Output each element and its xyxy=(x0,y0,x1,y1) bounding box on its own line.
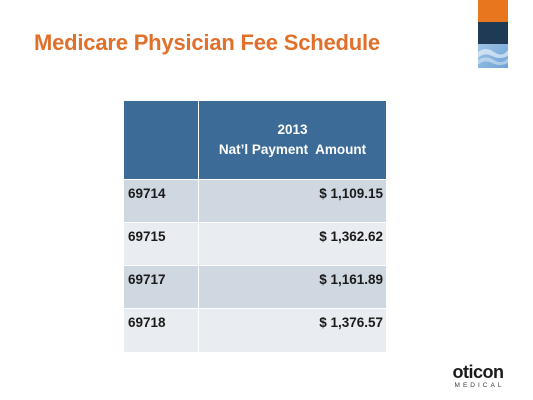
table-row: 69717 $ 1,161.89 xyxy=(124,265,386,309)
slide-title: Medicare Physician Fee Schedule xyxy=(34,30,380,55)
amount-column-header: 2013 Nat’l Payment Amount xyxy=(198,101,386,180)
table-header-row: 2013 Nat’l Payment Amount xyxy=(124,101,386,180)
cpt-code-cell: 69717 xyxy=(124,265,199,309)
navy-block xyxy=(478,22,508,44)
fee-schedule-table: 2013 Nat’l Payment Amount 69714 $ 1,109.… xyxy=(124,101,386,352)
amount-header-year: 2013 xyxy=(277,122,308,137)
amount-header-label: Nat’l Payment Amount xyxy=(218,142,367,157)
blue-block xyxy=(478,44,508,68)
wave-graphic xyxy=(478,49,508,65)
payment-amount-cell: $ 1,362.62 xyxy=(198,222,386,266)
table-row: 69718 $ 1,376.57 xyxy=(124,308,386,352)
payment-amount-cell: $ 1,376.57 xyxy=(198,308,386,352)
code-column-header xyxy=(124,101,199,180)
table-row: 69714 $ 1,109.15 xyxy=(124,179,386,223)
oticon-medical-logo: oticon MEDICAL xyxy=(447,363,509,389)
logo-subtitle: MEDICAL xyxy=(454,382,505,389)
payment-amount-cell: $ 1,109.15 xyxy=(198,179,386,223)
cpt-code-cell: 69715 xyxy=(124,222,199,266)
payment-amount-cell: $ 1,161.89 xyxy=(198,265,386,309)
logo-brand: oticon xyxy=(452,362,505,382)
cpt-code-cell: 69714 xyxy=(124,179,199,223)
cpt-code-cell: 69718 xyxy=(124,308,199,352)
corner-decoration xyxy=(478,0,508,68)
orange-block xyxy=(478,0,508,22)
table-row: 69715 $ 1,362.62 xyxy=(124,222,386,266)
